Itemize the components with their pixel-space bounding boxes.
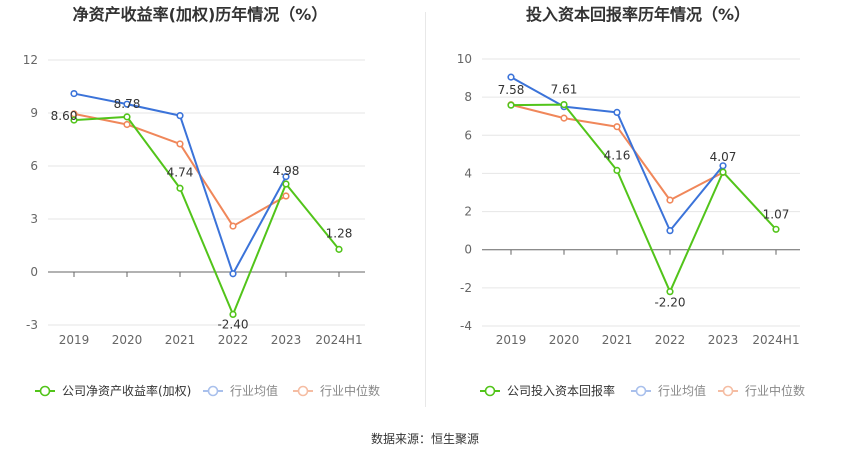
x-tick-label: 2021	[602, 333, 633, 347]
series-line-company	[73, 115, 340, 316]
data-point	[613, 108, 621, 116]
legend-marker	[207, 385, 219, 397]
data-point	[176, 112, 184, 120]
data-point	[666, 288, 674, 296]
data-point	[176, 184, 184, 192]
x-tick-label: 2020	[112, 333, 143, 347]
y-tick-label: 2	[464, 205, 472, 219]
data-point	[560, 114, 568, 122]
data-label: 4.98	[273, 164, 300, 178]
legend-marker	[39, 385, 51, 397]
data-point	[719, 168, 727, 176]
data-point	[613, 123, 621, 131]
data-label: 1.07	[763, 207, 790, 221]
data-point	[70, 116, 78, 124]
data-label: 1.28	[326, 226, 353, 240]
legend-label: 公司净资产收益率(加权)	[62, 383, 191, 398]
legend-marker	[297, 385, 309, 397]
y-tick-label: 8	[464, 90, 472, 104]
y-tick-label: 0	[464, 243, 472, 257]
y-tick-label: 0	[30, 265, 38, 279]
data-point	[560, 100, 568, 109]
data-label: 7.58	[498, 83, 525, 97]
legend-marker	[722, 385, 734, 397]
y-tick-label: -3	[26, 318, 38, 332]
x-tick-label: 2023	[271, 333, 302, 347]
data-point	[335, 245, 343, 253]
data-source: 数据来源：恒生聚源	[370, 432, 479, 446]
legend-label: 公司投入资本回报率	[507, 383, 615, 398]
x-tick-label: 2024H1	[315, 333, 362, 347]
panel-divider	[425, 12, 426, 407]
y-tick-label: -4	[460, 319, 472, 333]
data-point	[507, 101, 515, 109]
data-point	[123, 100, 131, 108]
y-tick-label: 6	[464, 128, 472, 142]
data-point	[666, 227, 674, 235]
data-label: 8.78	[114, 97, 141, 111]
data-point	[613, 166, 621, 174]
x-tick-label: 2022	[655, 333, 686, 347]
x-tick-label: 2023	[708, 333, 739, 347]
y-tick-label: 6	[30, 159, 38, 173]
y-tick-label: 9	[30, 106, 38, 120]
x-tick-label: 2019	[59, 333, 90, 347]
data-label: -2.20	[654, 296, 685, 310]
data-point	[772, 225, 780, 233]
data-point	[70, 89, 78, 98]
data-label: 4.07	[710, 150, 737, 164]
x-tick-label: 2024H1	[752, 333, 799, 347]
x-tick-label: 2019	[496, 333, 527, 347]
data-label: -2.40	[217, 317, 248, 331]
data-point	[282, 192, 290, 200]
legend-label: 行业均值	[658, 383, 706, 398]
x-tick-label: 2021	[165, 333, 196, 347]
data-point	[282, 180, 290, 188]
data-point	[282, 173, 290, 181]
y-tick-label: -2	[460, 281, 472, 295]
data-point	[176, 140, 184, 148]
data-point	[507, 73, 515, 81]
data-point	[123, 113, 131, 121]
data-point	[123, 120, 131, 129]
data-point	[229, 270, 237, 278]
y-tick-label: 3	[30, 212, 38, 226]
data-point	[666, 196, 674, 204]
data-point	[229, 222, 237, 230]
legend-marker	[484, 385, 496, 397]
legend-label: 行业均值	[230, 383, 278, 398]
y-tick-label: 10	[457, 52, 472, 66]
x-tick-label: 2020	[549, 333, 580, 347]
legend-marker	[635, 385, 647, 397]
y-tick-label: 12	[23, 53, 38, 67]
x-tick-label: 2022	[218, 333, 249, 347]
y-tick-label: 4	[464, 166, 472, 180]
data-point	[229, 310, 237, 319]
legend-label: 行业中位数	[745, 383, 805, 398]
legend-label: 行业中位数	[320, 383, 380, 398]
data-label: 8.60	[51, 109, 78, 123]
series-line-company	[510, 103, 777, 293]
data-label: 4.74	[167, 165, 194, 179]
chart-title: 投入资本回报率历年情况（%）	[526, 5, 750, 24]
chart-title: 净资产收益率(加权)历年情况（%）	[73, 5, 328, 24]
data-label: 4.16	[604, 148, 631, 162]
data-label: 7.61	[551, 83, 578, 97]
